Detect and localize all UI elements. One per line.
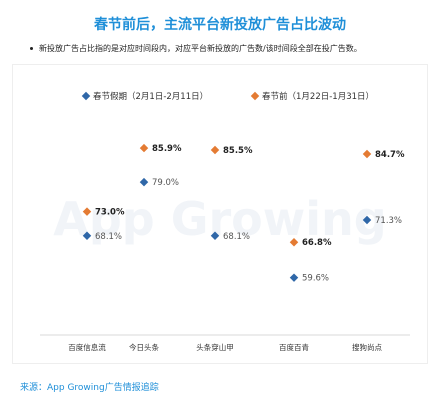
data-point-0 bbox=[289, 273, 299, 282]
data-label-0: 68.1% bbox=[95, 232, 122, 242]
data-point-0 bbox=[139, 177, 149, 187]
legend-marker-0 bbox=[81, 91, 91, 101]
legend-label-1: 春节前（1月22日-1月31日） bbox=[262, 91, 374, 102]
data-label-1: 73.0% bbox=[95, 208, 125, 218]
x-tick-label: 头条穿山甲 bbox=[196, 342, 234, 352]
x-tick-label: 搜狗尚点 bbox=[352, 342, 382, 352]
data-label-0: 68.1% bbox=[223, 232, 250, 242]
data-label-1: 85.5% bbox=[223, 146, 253, 156]
note-text: 新投放广告占比指的是对应时间段内，对应平台新投放的广告数/该时间段全部在投广告数… bbox=[39, 44, 362, 53]
source-note: 来源：App Growing广告情报追踪 bbox=[20, 383, 159, 393]
data-point-1 bbox=[139, 143, 149, 153]
data-label-0: 79.0% bbox=[152, 178, 179, 188]
legend-marker-1 bbox=[250, 91, 260, 101]
data-point-0 bbox=[210, 231, 220, 241]
x-tick-label: 百度百青 bbox=[279, 342, 309, 352]
data-label-0: 59.6% bbox=[302, 274, 329, 284]
chart-note: 新投放广告占比指的是对应时间段内，对应平台新投放的广告数/该时间段全部在投广告数… bbox=[30, 43, 362, 54]
data-point-0 bbox=[82, 231, 92, 241]
legend-label-0: 春节假期（2月1日-2月11日） bbox=[93, 91, 208, 102]
x-tick-label: 今日头条 bbox=[129, 342, 159, 352]
watermark-text: App Growing bbox=[53, 192, 386, 246]
data-label-1: 85.9% bbox=[152, 144, 182, 154]
data-point-1 bbox=[210, 145, 220, 155]
data-point-0 bbox=[362, 215, 372, 225]
data-point-1 bbox=[362, 149, 372, 159]
chart-area bbox=[12, 64, 428, 364]
data-point-1 bbox=[82, 207, 92, 216]
data-label-1: 66.8% bbox=[302, 238, 332, 248]
x-tick-label: 百度信息流 bbox=[68, 342, 106, 352]
data-point-1 bbox=[289, 237, 299, 247]
chart-title: 春节前后，主流平台新投放广告占比波动 bbox=[94, 17, 346, 33]
bullet-icon bbox=[30, 47, 33, 50]
data-label-1: 84.7% bbox=[375, 150, 405, 160]
data-label-0: 71.3% bbox=[375, 216, 402, 226]
